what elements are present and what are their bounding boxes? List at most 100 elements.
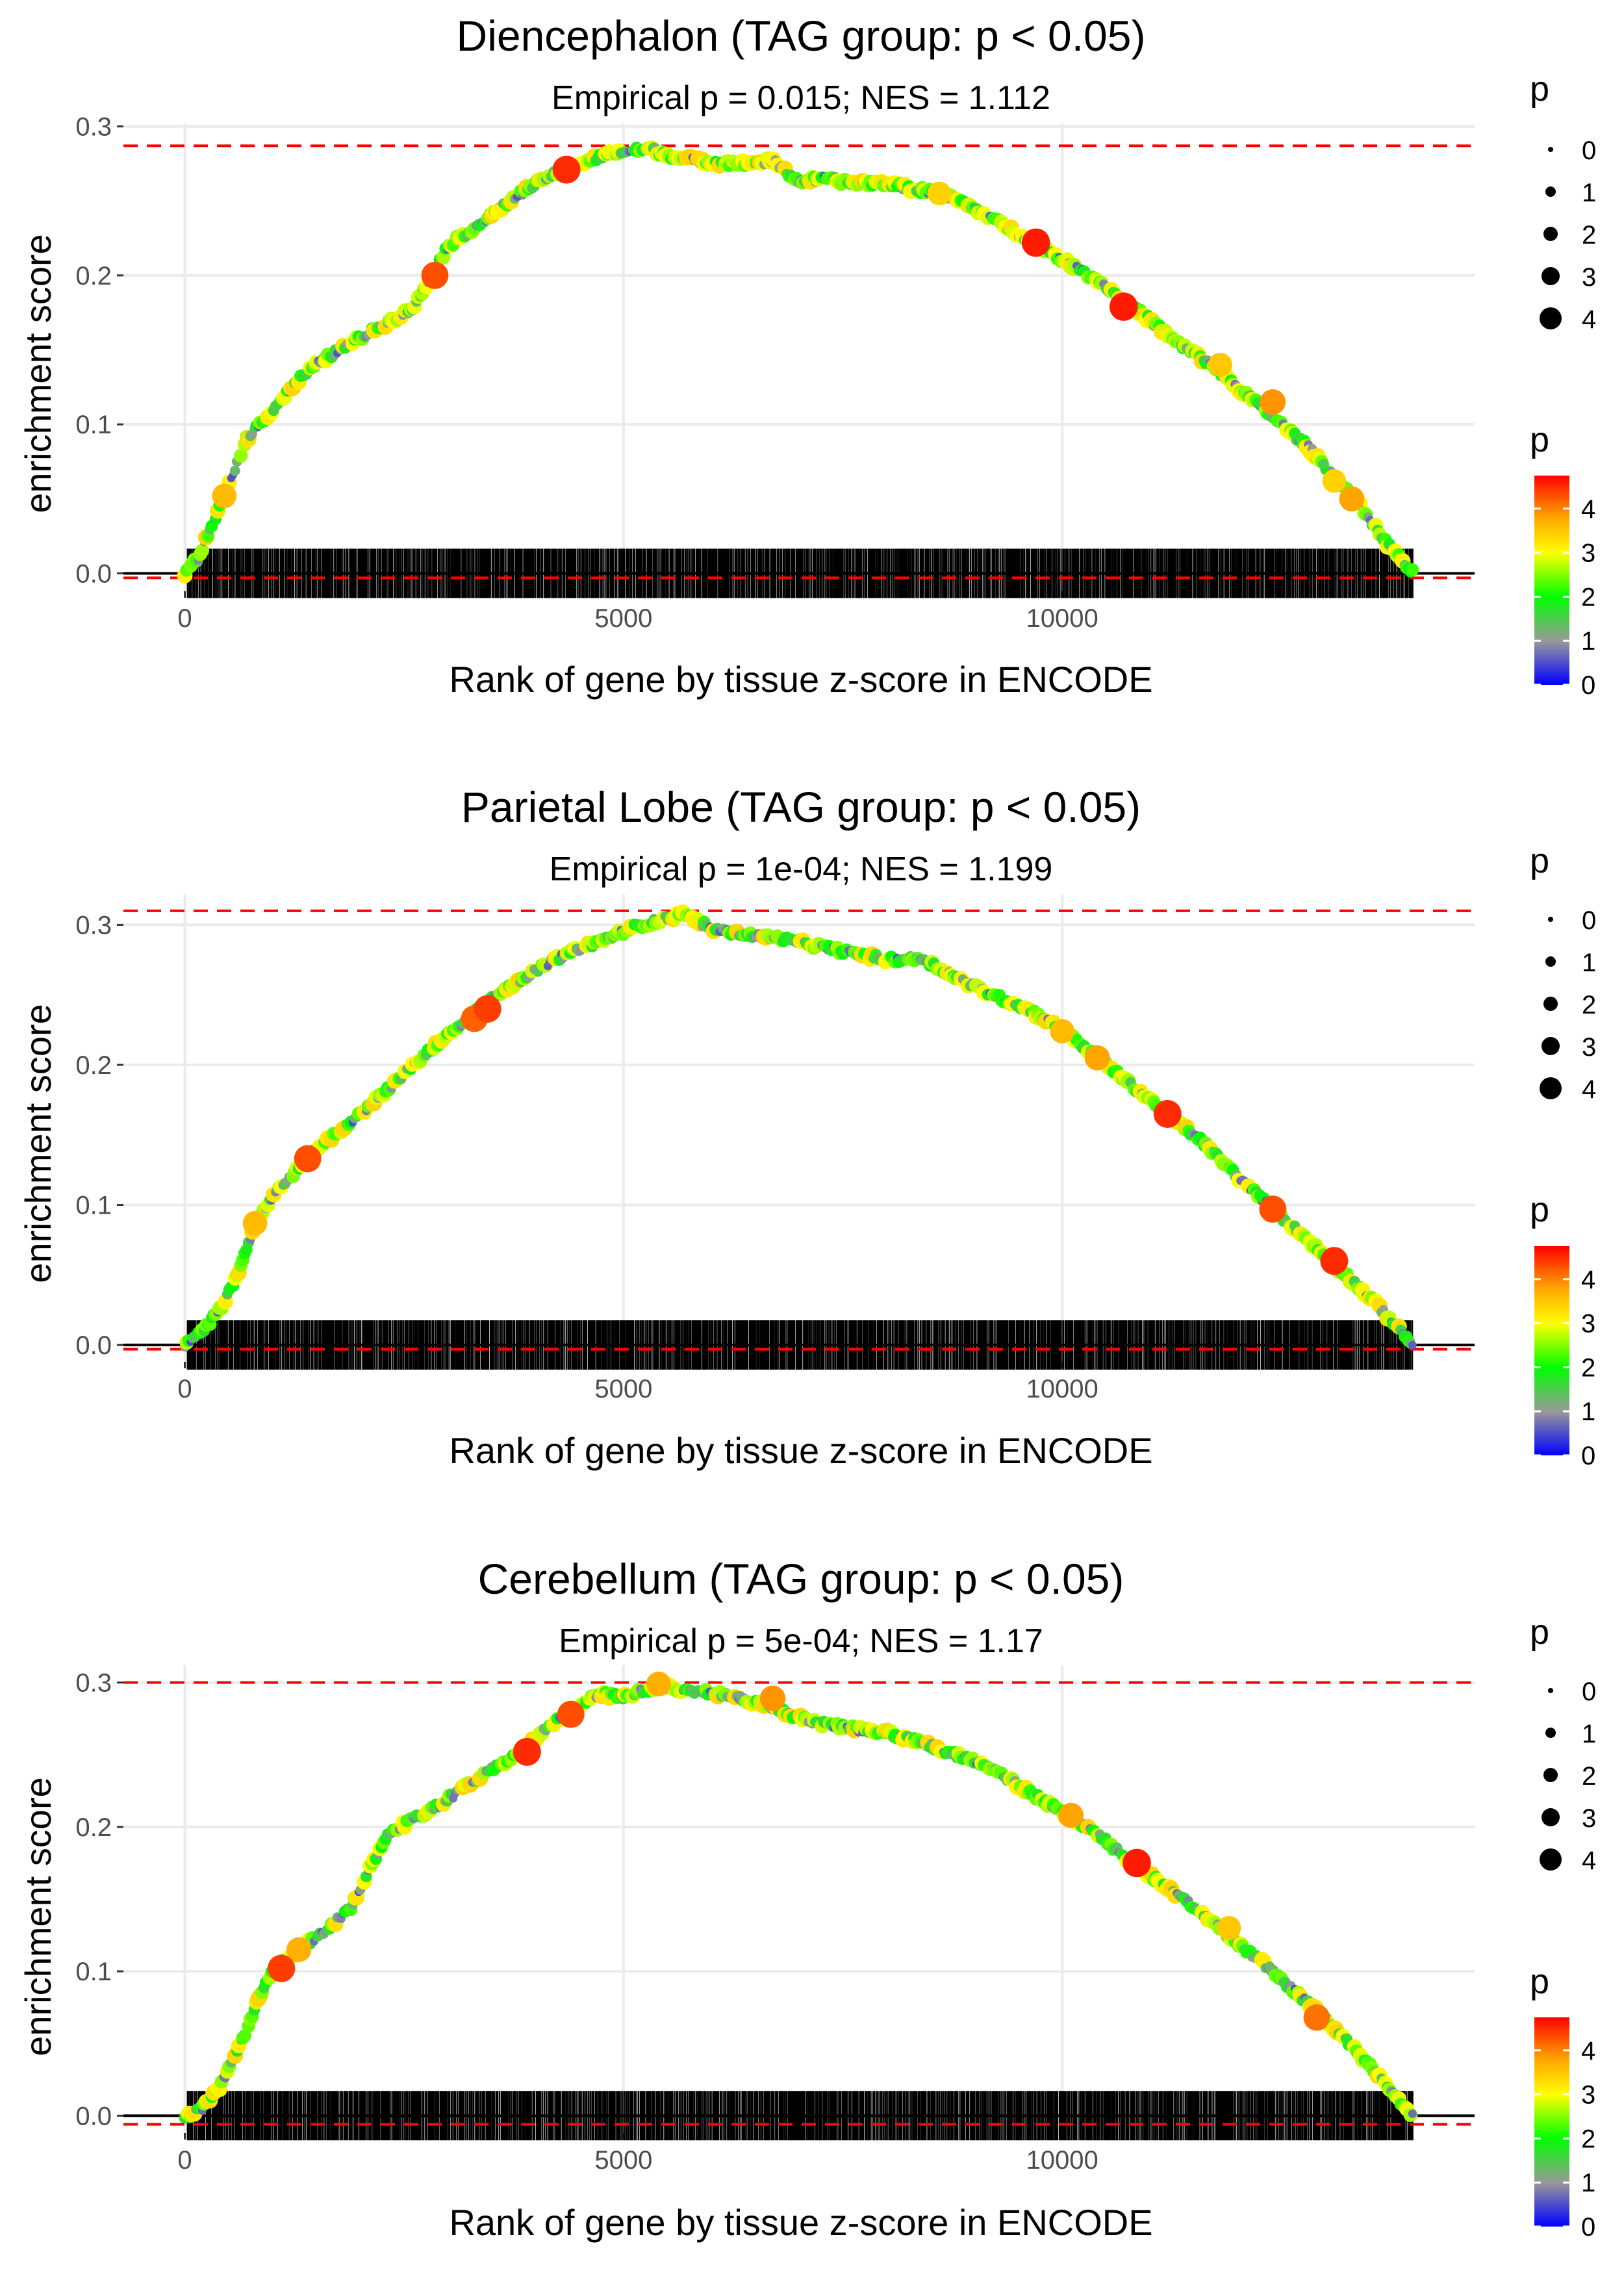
size-legend: p 0 1 2 3 4 — [1530, 1613, 1596, 1875]
colorbar-tick-label: 1 — [1581, 1398, 1595, 1426]
colorbar — [1534, 2017, 1569, 2227]
panel-title: Parietal Lobe (TAG group: p < 0.05) — [461, 783, 1141, 831]
size-legend-key-0 — [1548, 147, 1553, 152]
size-legend-label-0: 0 — [1582, 136, 1596, 165]
es-point-highlight — [1208, 352, 1232, 377]
size-legend-label-2: 2 — [1582, 221, 1596, 249]
es-point-highlight — [1339, 486, 1365, 512]
es-point-highlight — [294, 1145, 322, 1173]
panel-parietal-lobe: Parietal Lobe (TAG group: p < 0.05) Empi… — [18, 783, 1596, 1471]
es-point-highlight — [1084, 1045, 1110, 1071]
x-tick-label: 10000 — [1026, 604, 1098, 633]
y-tick-label: 0.1 — [75, 1192, 112, 1220]
size-legend-label-3: 3 — [1582, 1804, 1596, 1833]
colorbar-ticks: 0 1 2 3 4 — [1534, 2037, 1595, 2242]
y-tick-label: 0.0 — [75, 559, 112, 588]
x-tick-label: 5000 — [594, 2146, 652, 2175]
es-point-highlight — [513, 1737, 541, 1766]
colorbar — [1534, 476, 1569, 685]
es-point-highlight — [286, 1937, 312, 1962]
es-point-highlight — [927, 181, 952, 205]
x-tick-label: 0 — [177, 1375, 192, 1403]
colorbar-tick-label: 2 — [1581, 2125, 1595, 2153]
es-point-highlight — [1109, 292, 1138, 321]
y-tick-label: 0.2 — [75, 1051, 112, 1080]
size-legend-label-3: 3 — [1582, 263, 1596, 292]
size-legend-key-4 — [1540, 1077, 1562, 1099]
plot-area: 0 5000 10000 0.0 0.1 0.2 0.3 — [75, 113, 1475, 633]
x-tick-label: 10000 — [1026, 1375, 1098, 1403]
y-axis-title: enrichment score — [18, 1777, 58, 2056]
es-point-highlight — [242, 1210, 268, 1236]
es-point-highlight — [1153, 1099, 1182, 1128]
es-point-highlight — [646, 1671, 671, 1696]
colorbar — [1534, 1246, 1569, 1455]
size-legend-label-1: 1 — [1582, 949, 1596, 977]
es-point-highlight — [552, 155, 581, 184]
size-legend-key-3 — [1542, 267, 1560, 285]
es-point-highlight — [1322, 469, 1347, 493]
colorbar-tick-label: 3 — [1581, 2081, 1595, 2110]
panel-subtitle: Empirical p = 1e-04; NES = 1.199 — [550, 850, 1053, 888]
x-tick-label: 10000 — [1026, 2146, 1098, 2175]
size-legend-key-3 — [1542, 1808, 1560, 1826]
y-tick-label: 0.0 — [75, 1331, 112, 1360]
colorbar-tick-label: 2 — [1581, 1353, 1595, 1382]
color-legend: p 0 1 2 3 4 — [1530, 420, 1595, 700]
size-legend-label-4: 4 — [1582, 1075, 1596, 1104]
es-point-highlight — [474, 995, 501, 1023]
color-legend-title: p — [1530, 420, 1549, 459]
color-legend: p 0 1 2 3 4 — [1530, 1962, 1595, 2242]
es-point-highlight — [1050, 1019, 1074, 1044]
colorbar-tick-label: 1 — [1581, 627, 1595, 656]
y-axis-title: enrichment score — [18, 234, 58, 513]
size-legend-key-1 — [1545, 1728, 1556, 1738]
size-legend-key-1 — [1545, 186, 1556, 197]
es-point — [234, 448, 248, 463]
es-point-highlight — [1320, 1247, 1349, 1275]
size-legend: p 0 1 2 3 4 — [1530, 841, 1596, 1104]
es-point-highlight — [421, 261, 449, 289]
es-point-highlight — [212, 483, 237, 509]
size-legend-label-4: 4 — [1582, 1846, 1596, 1875]
size-legend-label-4: 4 — [1582, 305, 1596, 334]
es-point-highlight — [267, 1954, 296, 1982]
color-legend-title: p — [1530, 1962, 1549, 2001]
colorbar-tick-label: 0 — [1581, 1442, 1595, 1470]
es-point-highlight — [1058, 1802, 1084, 1828]
x-axis-title: Rank of gene by tissue z-score in ENCODE — [449, 659, 1152, 700]
size-legend-key-1 — [1545, 956, 1556, 967]
size-legend-label-0: 0 — [1582, 1678, 1596, 1706]
es-point-highlight — [1123, 1848, 1151, 1878]
es-point-highlight — [1303, 2004, 1330, 2031]
es-point-highlight — [1021, 228, 1050, 257]
size-legend-key-4 — [1540, 1848, 1562, 1871]
panel-subtitle: Empirical p = 5e-04; NES = 1.17 — [559, 1622, 1043, 1660]
size-legend: p 0 1 2 3 4 — [1530, 70, 1596, 334]
panel-cerebellum: Cerebellum (TAG group: p < 0.05) Empiric… — [18, 1555, 1596, 2243]
es-point-highlight — [1217, 1915, 1241, 1940]
size-legend-label-2: 2 — [1582, 991, 1596, 1019]
es-point — [1408, 2109, 1417, 2118]
colorbar-tick-label: 3 — [1581, 539, 1595, 568]
x-tick-label: 0 — [177, 2146, 192, 2175]
size-legend-key-2 — [1543, 1768, 1558, 1782]
panel-diencephalon: Diencephalon (TAG group: p < 0.05) Empir… — [18, 12, 1596, 700]
color-legend-title: p — [1530, 1190, 1549, 1229]
x-axis-title: Rank of gene by tissue z-score in ENCODE — [449, 1430, 1152, 1471]
y-axis-title: enrichment score — [18, 1004, 58, 1283]
x-tick-label: 5000 — [594, 604, 652, 633]
colorbar-tick-label: 0 — [1581, 671, 1595, 700]
y-tick-label: 0.1 — [75, 1958, 112, 1986]
size-legend-key-2 — [1543, 227, 1558, 241]
colorbar-ticks: 0 1 2 3 4 — [1534, 495, 1595, 700]
panel-subtitle: Empirical p = 0.015; NES = 1.112 — [552, 79, 1050, 117]
es-point-highlight — [759, 1685, 786, 1711]
size-legend-key-0 — [1548, 917, 1553, 922]
es-point — [229, 465, 240, 476]
es-point-highlight — [1260, 389, 1286, 415]
size-legend-label-0: 0 — [1582, 906, 1596, 935]
panel-title: Cerebellum (TAG group: p < 0.05) — [478, 1555, 1124, 1603]
x-tick-label: 0 — [177, 604, 192, 633]
